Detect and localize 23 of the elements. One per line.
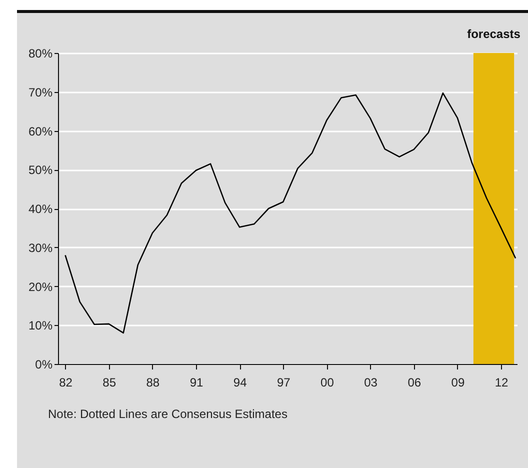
x-tick-label: 94: [233, 376, 248, 390]
y-tick-label: 50%: [28, 163, 53, 178]
y-tick-label: 70%: [28, 85, 53, 100]
y-tick-label: 40%: [28, 202, 53, 216]
y-tick-label: 60%: [28, 124, 53, 138]
x-tick-label: 88: [146, 376, 160, 390]
y-tick-label: 10%: [28, 318, 53, 333]
band-label: forecasts: [467, 27, 521, 41]
x-tick-label: 06: [408, 376, 422, 390]
y-tick-label: 80%: [28, 46, 53, 60]
y-tick-label: 0%: [35, 358, 53, 372]
x-tick-label: 85: [102, 376, 116, 390]
x-tick-label: 12: [494, 376, 509, 390]
x-tick-label: 97: [276, 376, 291, 390]
x-tick-label: 03: [364, 376, 378, 390]
x-tick-label: 09: [451, 376, 465, 390]
x-tick-label: 00: [320, 376, 334, 390]
y-tick-label: 20%: [28, 280, 53, 294]
text: Note: Dotted Lines are Consensus Estimates: [48, 407, 288, 421]
y-tick-label: 30%: [28, 240, 53, 255]
line-series: [64, 92, 516, 334]
x-tick-label: 82: [59, 376, 73, 390]
x-tick-label: 91: [190, 376, 204, 390]
